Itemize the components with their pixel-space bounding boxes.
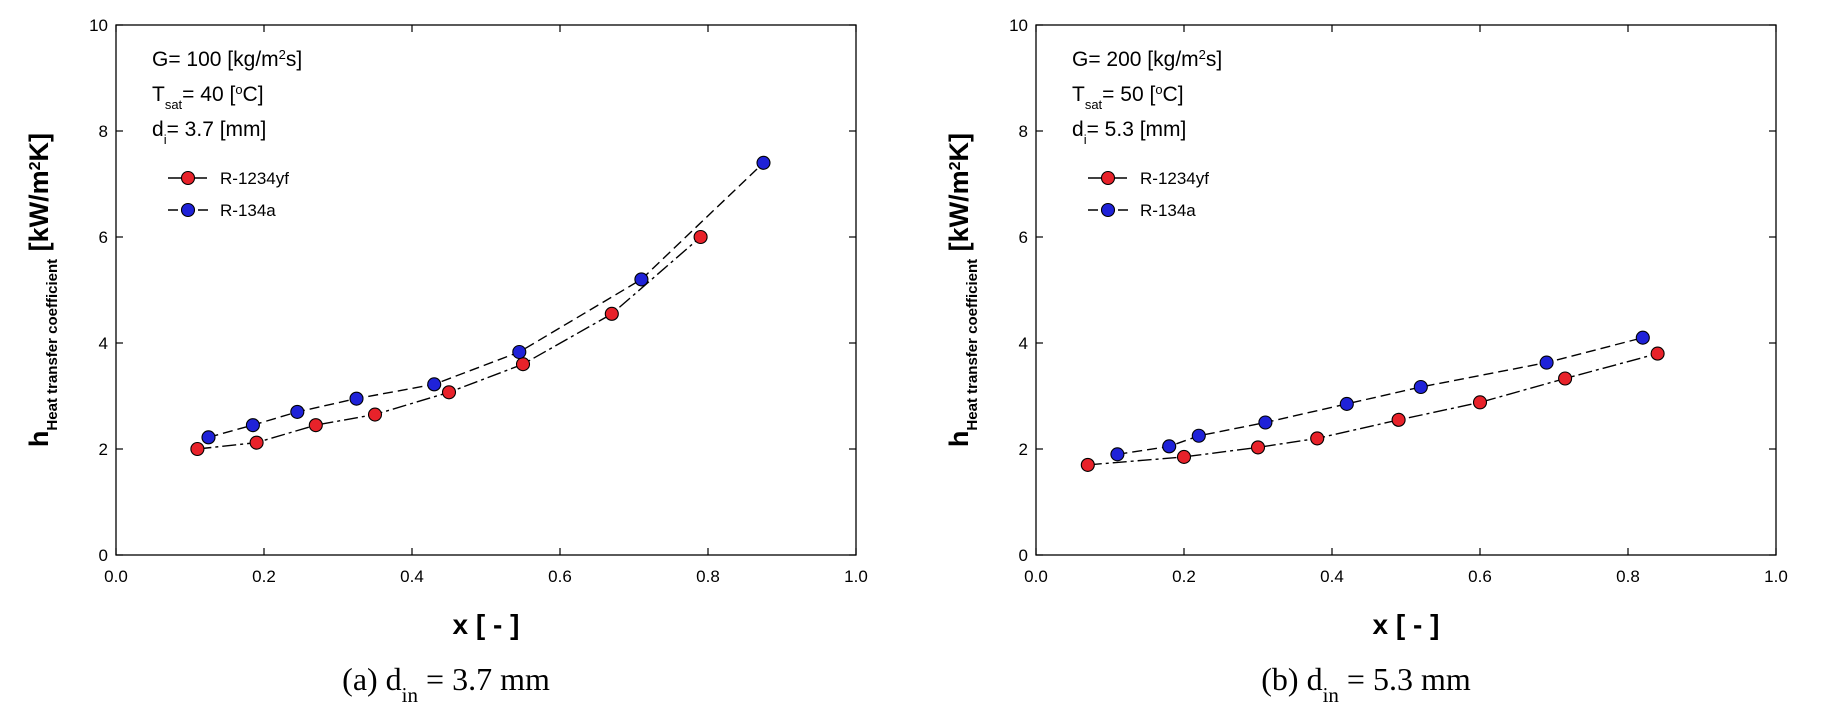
data-point-r-134a <box>1413 379 1428 395</box>
data-point-r-1234yf <box>308 418 323 433</box>
x-tick-label: 0.0 <box>1024 567 1048 586</box>
chart-panel-b: 0.0 0.2 0.4 0.6 0.8 1.0 0 2 4 6 8 10 G= 200 [kg/m2s]… <box>920 0 1839 712</box>
x-tick-label: 0.8 <box>1616 567 1640 586</box>
x-axis-title: x [ - ] <box>1373 609 1440 640</box>
plot-frame <box>1035 24 1777 556</box>
x-tick-label: 1.0 <box>1764 567 1788 586</box>
data-point-r-134a <box>290 404 305 419</box>
data-point-r-134a <box>634 272 649 287</box>
data-point-r-1234yf <box>693 229 708 245</box>
chart-a-svg: 0.0 0.2 0.4 0.6 0.8 1.0 0 2 4 6 8 10 G= 100 [kg/m2s]… <box>24 16 868 707</box>
data-point-r-134a <box>1110 447 1125 462</box>
series-line-r-1234yf <box>197 236 702 450</box>
x-tick-label: 0.4 <box>400 567 424 586</box>
figure-caption: (b) din = 5.3 mm <box>1261 661 1471 707</box>
legend-label: R-1234yf <box>1140 169 1209 188</box>
y-tick-label: 0 <box>1019 546 1028 565</box>
data-point-r-134a <box>1339 396 1354 412</box>
legend-label: R-134a <box>1140 201 1196 220</box>
data-point-r-134a <box>245 418 260 433</box>
y-tick-label: 2 <box>1019 440 1028 459</box>
condition-annotation: Tsat= 40 [oC] <box>152 82 264 112</box>
figure-caption: (a) din = 3.7 mm <box>342 661 550 707</box>
chart-b-svg: 0.0 0.2 0.4 0.6 0.8 1.0 0 2 4 6 8 10 G= 200 [kg/m2s]… <box>944 16 1788 707</box>
data-point-r-1234yf <box>1176 449 1192 465</box>
y-tick-label: 4 <box>1019 334 1028 353</box>
data-point-r-1234yf <box>1250 440 1266 455</box>
y-tick-label: 8 <box>1019 122 1028 141</box>
data-point-r-134a <box>1539 355 1554 370</box>
plot-frame <box>115 24 857 556</box>
y-axis-title: hHeat transfer coefficient [kW/m2K] <box>24 133 61 447</box>
legend-label: R-134a <box>220 201 276 220</box>
x-tick-label: 0.8 <box>696 567 720 586</box>
x-tick-label: 0.0 <box>104 567 128 586</box>
data-point-r-1234yf <box>1650 346 1665 361</box>
data-point-r-1234yf <box>441 385 457 400</box>
data-point-r-1234yf <box>515 357 531 372</box>
legend-marker <box>180 170 196 186</box>
x-tick-label: 0.6 <box>1468 567 1492 586</box>
data-point-r-134a <box>1162 439 1177 454</box>
y-tick-label: 10 <box>1009 16 1028 35</box>
x-tick-label: 0.2 <box>252 567 276 586</box>
legend-marker <box>1100 202 1116 218</box>
legend-label: R-1234yf <box>220 169 289 188</box>
data-point-r-134a <box>201 430 216 445</box>
chart-panel-a: 0.0 0.2 0.4 0.6 0.8 1.0 0 2 4 6 8 10 G= 100 [kg/m2s]… <box>0 0 919 712</box>
x-tick-label: 0.2 <box>1172 567 1196 586</box>
condition-annotation: di= 3.7 [mm] <box>152 118 266 147</box>
y-tick-label: 4 <box>99 334 108 353</box>
condition-annotation: G= 100 [kg/m2s] <box>152 47 302 72</box>
y-tick-label: 0 <box>99 546 108 565</box>
data-point-r-1234yf <box>604 306 619 321</box>
data-point-r-134a <box>1635 330 1650 345</box>
data-point-r-134a <box>349 391 364 406</box>
y-tick-label: 10 <box>89 16 108 35</box>
y-tick-label: 6 <box>99 228 108 247</box>
data-point-r-1234yf <box>1472 395 1488 410</box>
condition-annotation: Tsat= 50 [oC] <box>1072 82 1184 112</box>
data-point-r-134a <box>1258 415 1273 430</box>
legend-marker <box>1100 170 1116 186</box>
condition-annotation: di= 5.3 [mm] <box>1072 118 1186 147</box>
data-point-r-1234yf <box>1310 431 1325 446</box>
y-tick-label: 2 <box>99 440 108 459</box>
y-axis-title: hHeat transfer coefficient [kW/m2K] <box>944 133 981 447</box>
x-tick-label: 0.6 <box>548 567 572 586</box>
x-tick-label: 0.4 <box>1320 567 1344 586</box>
series-line-r-134a <box>208 162 764 438</box>
data-point-r-134a <box>512 344 527 360</box>
data-point-r-134a <box>1191 428 1206 443</box>
data-point-r-1234yf <box>1558 371 1573 386</box>
data-point-r-1234yf <box>249 435 264 450</box>
data-point-r-134a <box>427 377 442 392</box>
y-tick-label: 8 <box>99 122 108 141</box>
legend-marker <box>180 202 196 218</box>
y-tick-label: 6 <box>1019 228 1028 247</box>
data-point-r-1234yf <box>190 441 205 457</box>
data-point-r-1234yf <box>1391 412 1406 427</box>
data-point-r-1234yf <box>367 407 383 422</box>
x-tick-label: 1.0 <box>844 567 868 586</box>
data-point-r-1234yf <box>1080 457 1095 472</box>
condition-annotation: G= 200 [kg/m2s] <box>1072 47 1222 72</box>
series-line-r-1234yf <box>1087 352 1658 466</box>
data-point-r-134a <box>756 155 771 170</box>
x-axis-title: x [ - ] <box>453 609 520 640</box>
